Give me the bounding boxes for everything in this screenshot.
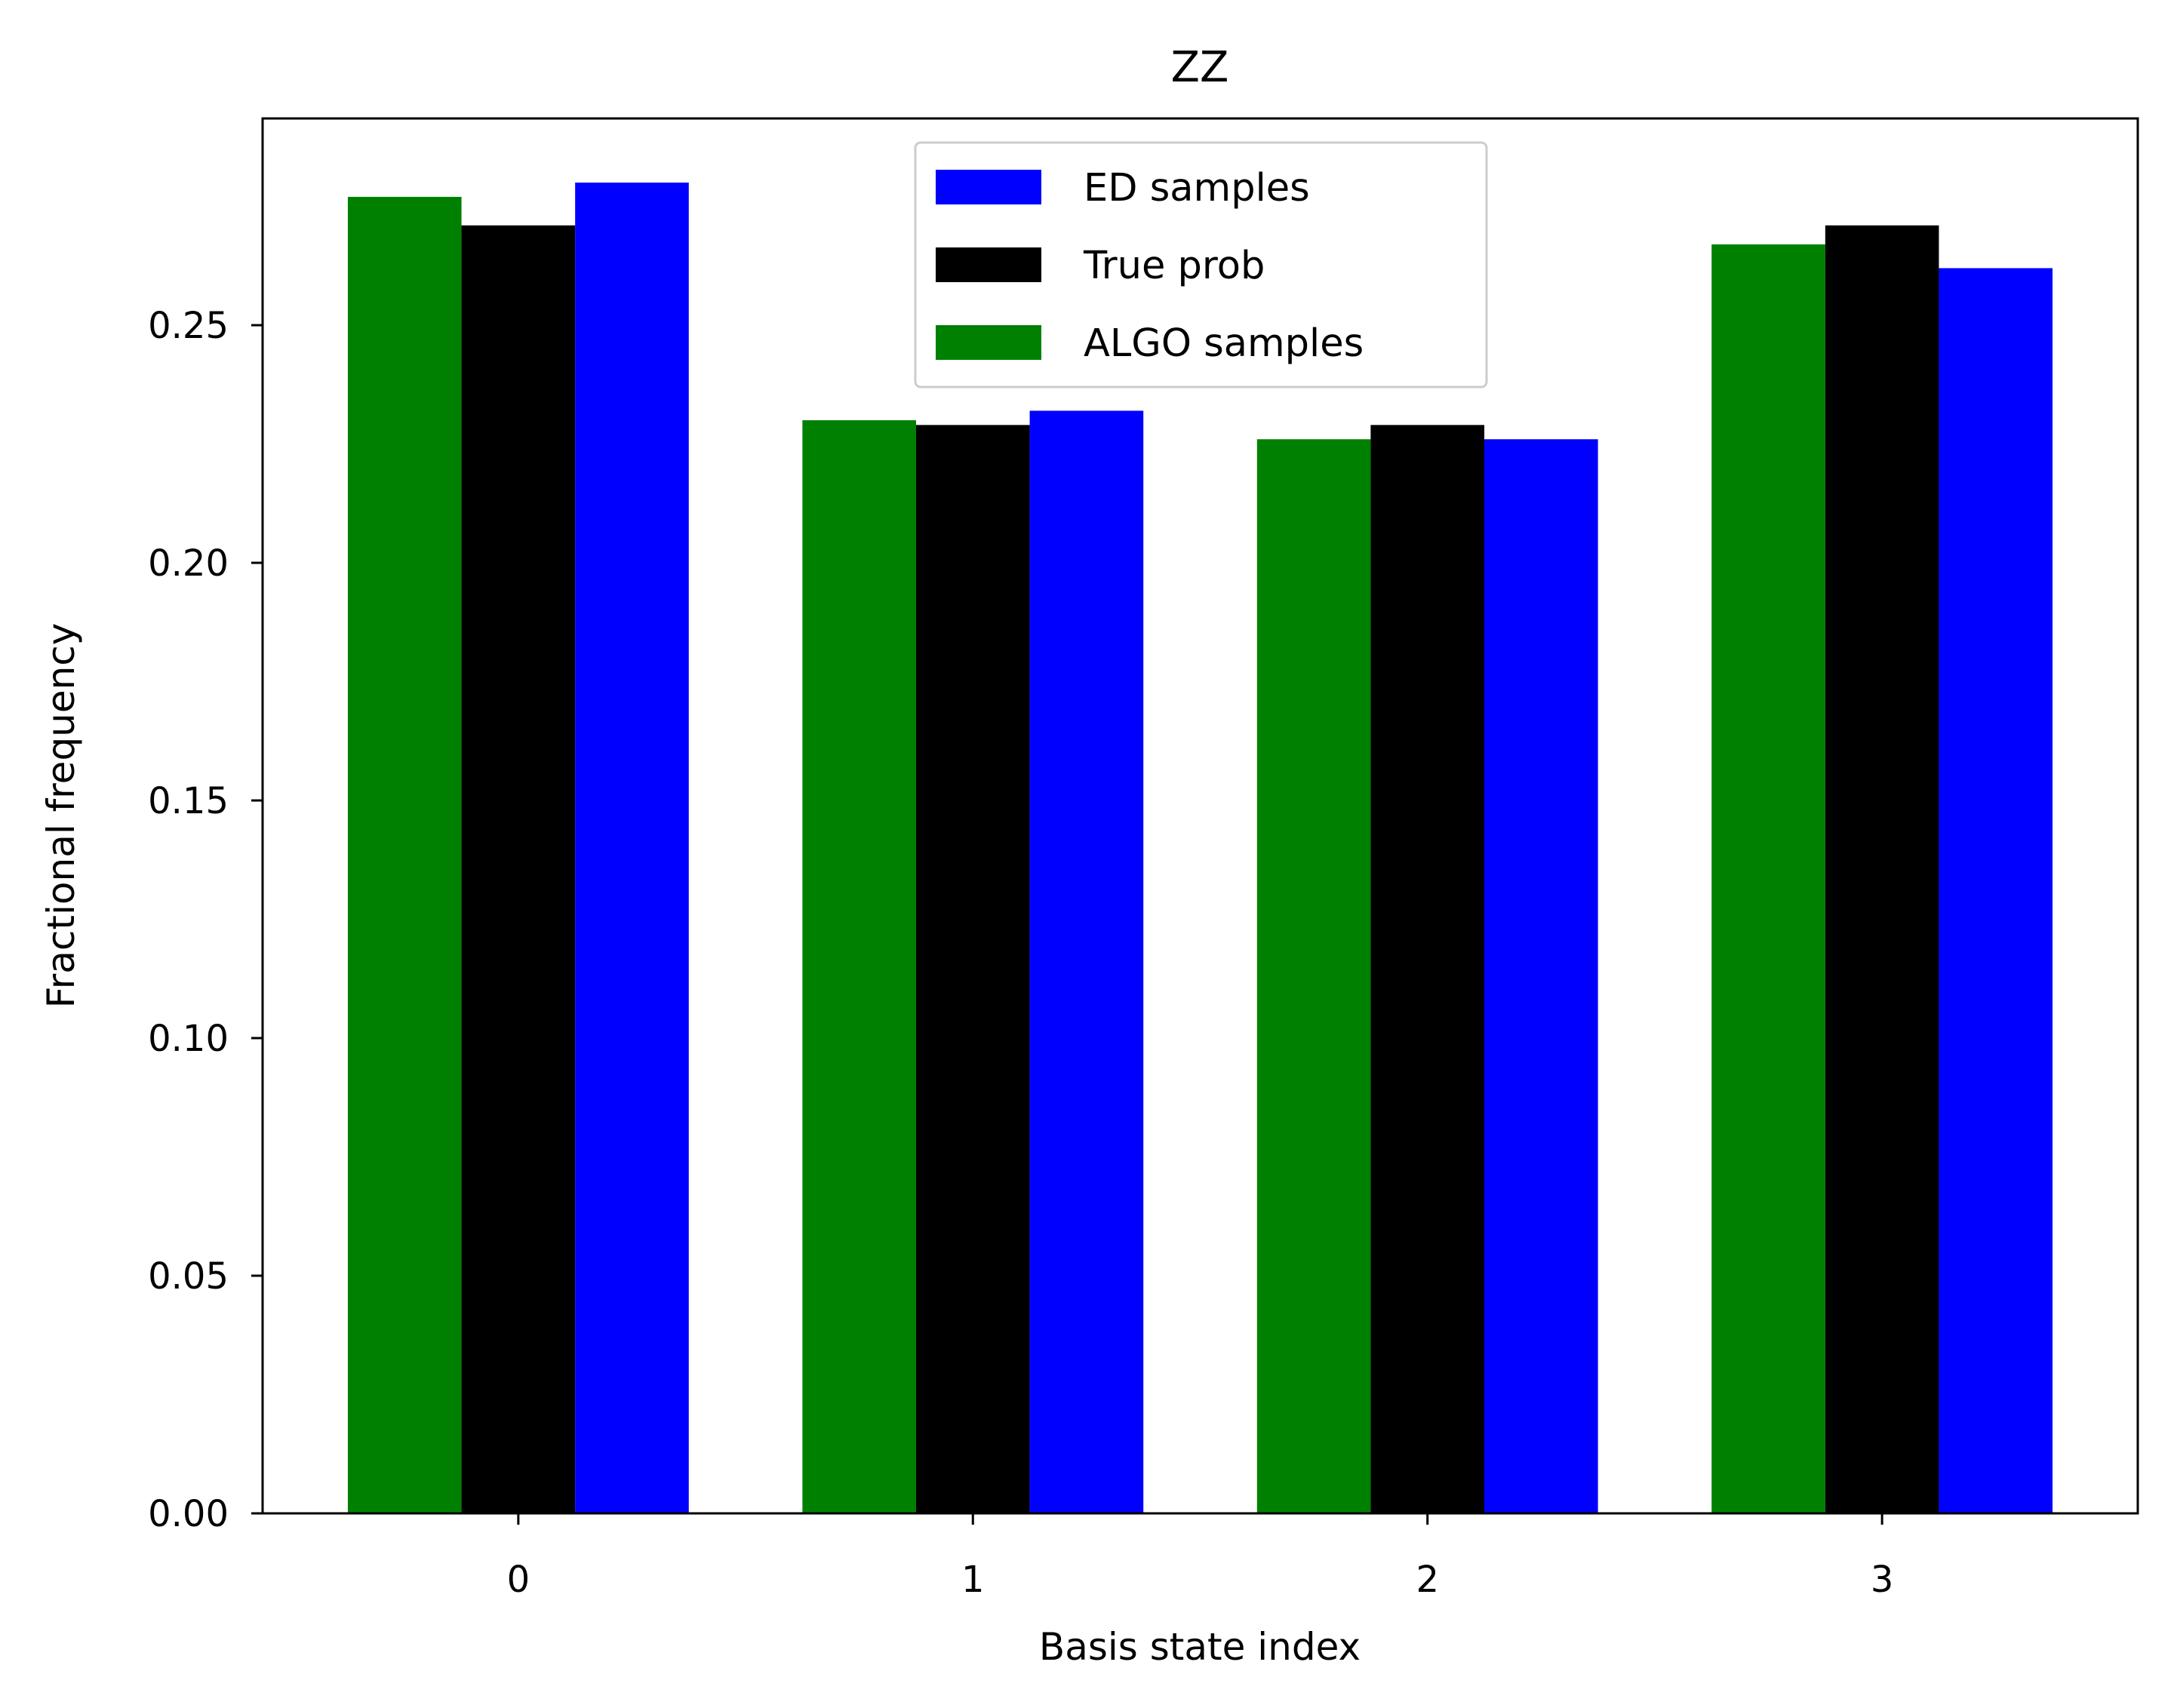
chart-title: ZZ (1171, 43, 1229, 92)
x-tick-label: 0 (507, 1559, 530, 1601)
bar-algo-samples-0 (347, 196, 462, 1514)
bar-true-prob-2 (1370, 425, 1485, 1513)
bar-ed-samples-2 (1484, 439, 1598, 1513)
y-axis-label: Fractional frequency (39, 623, 83, 1009)
bar-algo-samples-1 (802, 420, 916, 1513)
y-tick-label: 0.00 (148, 1493, 229, 1535)
x-axis-label: Basis state index (1039, 1625, 1361, 1669)
bar-ed-samples-0 (575, 183, 689, 1513)
y-tick-label: 0.15 (148, 780, 229, 822)
bar-true-prob-1 (915, 425, 1030, 1513)
legend-label: ALGO samples (1084, 321, 1364, 366)
legend-label: ED samples (1084, 166, 1310, 210)
y-tick-label: 0.20 (148, 542, 229, 585)
y-axis-ticks: 0.00 0.05 0.10 0.15 0.20 0.25 (148, 305, 263, 1535)
bar-ed-samples-3 (1939, 268, 2053, 1514)
y-tick-label: 0.25 (148, 305, 229, 347)
y-tick-label: 0.05 (148, 1255, 229, 1298)
legend: ED samples True prob ALGO samples (914, 141, 1488, 389)
y-tick-label: 0.10 (148, 1018, 229, 1060)
x-tick-label: 3 (1871, 1559, 1894, 1601)
x-axis-ticks: 0 1 2 3 (507, 1513, 1894, 1601)
legend-swatch (936, 170, 1041, 204)
legend-swatch (936, 325, 1041, 360)
legend-swatch (936, 247, 1041, 282)
bar-true-prob-0 (461, 225, 576, 1514)
bar-ed-samples-1 (1029, 410, 1144, 1514)
bar-algo-samples-2 (1256, 439, 1371, 1513)
bars (347, 183, 2053, 1514)
legend-frame (914, 141, 1488, 389)
x-tick-label: 1 (961, 1559, 985, 1601)
bar-true-prob-3 (1825, 225, 1939, 1514)
bar-algo-samples-3 (1711, 244, 1825, 1513)
x-tick-label: 2 (1416, 1559, 1439, 1601)
plot-frame (261, 117, 2139, 1515)
legend-label: True prob (1083, 244, 1265, 288)
